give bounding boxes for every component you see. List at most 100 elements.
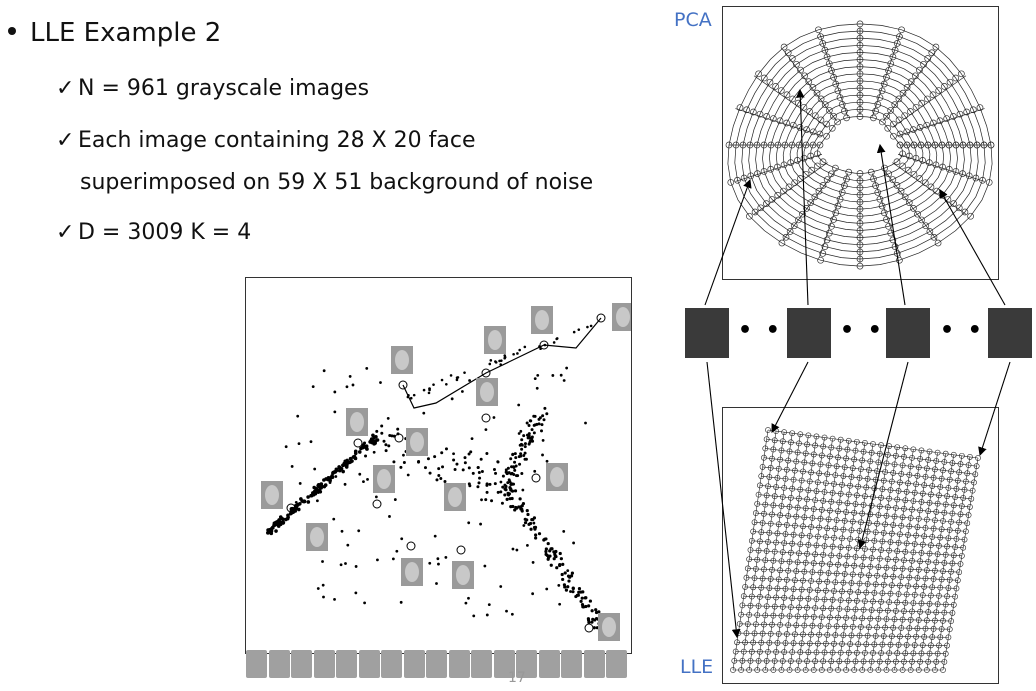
data-dot — [496, 490, 500, 494]
data-dot — [562, 529, 566, 533]
mesh-node — [956, 110, 964, 118]
data-dot — [489, 359, 493, 362]
data-dot — [467, 596, 470, 600]
lattice-node — [950, 451, 957, 458]
data-dot — [512, 482, 516, 486]
data-dot — [517, 403, 521, 407]
data-dot — [346, 543, 350, 547]
data-dot — [591, 617, 595, 621]
sample-point-marker — [394, 433, 404, 443]
face-shape — [350, 412, 364, 432]
data-dot — [322, 369, 326, 373]
data-dot — [594, 608, 598, 612]
data-dot — [371, 433, 375, 438]
data-dot — [545, 553, 549, 558]
data-dot — [521, 501, 526, 506]
mesh-node — [805, 78, 813, 85]
page-number: 17 — [508, 670, 526, 686]
data-dot — [487, 603, 491, 607]
mesh-node — [825, 60, 833, 68]
data-dot — [311, 385, 315, 389]
face-shape — [602, 617, 616, 637]
mesh-node — [776, 117, 784, 125]
mesh-node — [819, 40, 827, 47]
lattice-node — [909, 454, 915, 461]
data-dot — [433, 455, 437, 459]
data-dot — [437, 467, 441, 471]
lattice-node — [793, 458, 800, 465]
mesh-node — [823, 176, 831, 183]
lle-embedding-plot — [245, 277, 632, 654]
data-dot — [543, 406, 547, 410]
lattice-node — [817, 461, 824, 468]
data-dot — [399, 600, 403, 604]
mesh-spoke — [872, 32, 901, 117]
data-dot — [337, 465, 342, 470]
data-dot — [507, 471, 511, 475]
data-dot — [494, 361, 498, 364]
lattice-node — [910, 446, 917, 453]
data-dot — [384, 443, 388, 447]
lattice-node — [844, 446, 851, 453]
data-dot — [522, 454, 526, 458]
mesh-node — [891, 46, 899, 54]
data-dot — [526, 543, 529, 547]
data-dot — [382, 439, 386, 443]
data-dot — [345, 385, 349, 389]
lattice-node — [914, 472, 921, 479]
data-dot — [333, 410, 337, 414]
mesh-node — [889, 53, 897, 61]
face-shape — [410, 432, 424, 452]
data-dot — [467, 482, 471, 486]
lattice-row — [734, 660, 945, 663]
mesh-node — [918, 99, 926, 107]
mesh-node — [891, 101, 899, 109]
data-dot — [525, 518, 529, 522]
data-dot — [313, 467, 317, 471]
data-dot — [537, 532, 542, 536]
mesh-node — [786, 228, 794, 235]
data-dot — [532, 431, 536, 435]
data-dot — [532, 521, 536, 525]
data-dot — [527, 442, 531, 446]
mesh-spoke — [883, 49, 938, 121]
lattice-node — [971, 479, 977, 486]
lattice-node — [853, 438, 860, 445]
point-1: ✓ N = 961 grayscale images — [56, 76, 370, 101]
data-dot — [344, 465, 349, 469]
data-dot — [479, 522, 482, 526]
data-dot — [518, 497, 522, 501]
lattice-node — [818, 452, 825, 459]
data-dot — [294, 501, 298, 504]
data-dot — [463, 461, 467, 465]
data-dot — [402, 453, 405, 457]
mesh-node — [772, 83, 779, 90]
mesh-spoke — [782, 169, 837, 241]
mesh-node — [823, 53, 831, 61]
data-dot — [588, 599, 592, 603]
mesh-node — [914, 210, 921, 218]
data-dot — [344, 562, 347, 565]
lattice-node — [934, 449, 941, 456]
data-dot — [545, 412, 549, 416]
data-dot — [526, 436, 530, 440]
mesh-node — [817, 33, 824, 40]
data-dot — [333, 390, 337, 394]
data-dot — [563, 571, 567, 575]
lattice-node — [785, 457, 792, 464]
data-dot — [518, 443, 522, 447]
data-dot — [555, 337, 559, 340]
mesh-node — [763, 113, 771, 120]
data-dot — [557, 584, 561, 587]
data-dot — [530, 428, 534, 432]
data-dot — [467, 521, 471, 525]
data-dot — [280, 520, 285, 524]
data-dot — [427, 391, 431, 395]
mesh-node — [896, 33, 903, 40]
data-dot — [470, 437, 474, 441]
lattice-node — [812, 442, 819, 449]
lattice-node — [777, 456, 784, 463]
data-dot — [562, 379, 566, 382]
data-dot — [531, 439, 535, 443]
